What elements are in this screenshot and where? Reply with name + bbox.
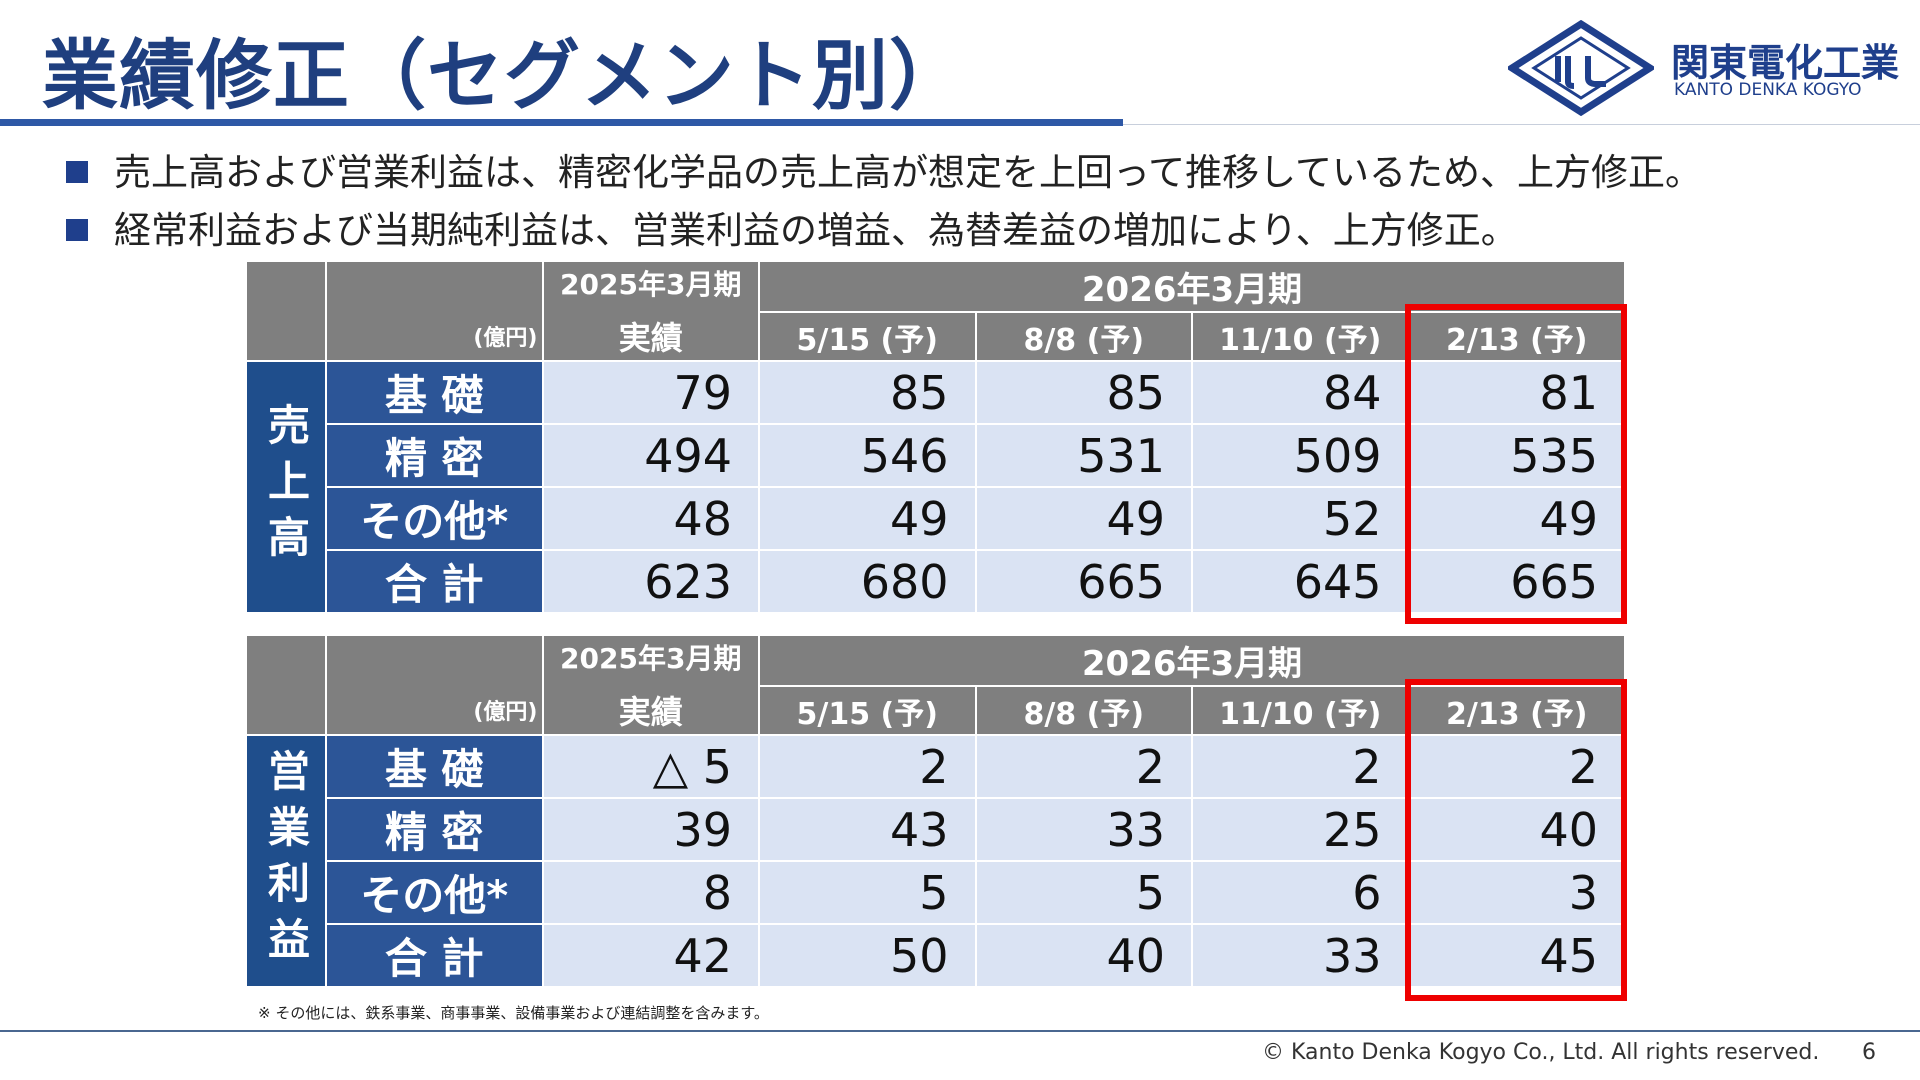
unit: (億円) [325,260,544,362]
actual-label: 実績 [618,693,683,731]
footer-line [0,1030,1920,1032]
highlight-box [1405,679,1627,1001]
header-row: (億円) 2025年3月期 実績 2026年3月期 [245,260,1627,362]
value-cell: 48 [541,486,760,551]
value-cell: 50 [758,923,977,988]
logo-mark [1508,20,1654,116]
header-row: 5/15 (予) 8/8 (予) 11/10 (予) 2/13 (予) [246,685,1627,736]
header-bar [0,119,1123,126]
bullet: 経常利益および当期純利益は、営業利益の増益、為替差益の増加により、上方修正。 [66,200,1518,254]
value-cell: 623 [541,549,760,614]
value-cell: 42 [541,923,760,988]
value-cell: 546 [758,423,977,488]
value-cell: 33 [1191,923,1410,988]
value-cell: 25 [1191,797,1410,862]
forecast-date: 8/8 (予) [974,311,1193,362]
forecast-period: 2026年3月期 [757,634,1627,687]
value-cell: 49 [974,486,1193,551]
row-label: 合 計 [325,549,544,614]
actual-period: 2025年3月期 [560,268,742,301]
header-cell [245,634,327,736]
value-cell: 645 [1191,549,1410,614]
value-cell: 5 [758,860,977,925]
bullet: 売上高および営業利益は、精密化学品の売上高が想定を上回って推移しているため、上方… [66,142,1702,196]
data-row: 合 計 623 680 665 645 665 [246,549,1627,614]
value-cell: 85 [758,360,977,425]
actual-label: 実績 [618,319,683,357]
value-cell: 2 [1191,734,1410,799]
title: 業績修正（セグメント別） [42,31,966,120]
value-cell: 40 [1407,797,1627,862]
value-cell: 85 [974,360,1193,425]
data-row: その他* 48 49 49 52 49 [246,486,1627,551]
row-label: 基 礎 [325,360,544,425]
value-cell: 3 [1407,860,1627,925]
value-cell: 45 [1407,923,1627,988]
row-label: 精 密 [325,797,544,862]
highlight-box [1405,304,1627,624]
forecast-date: 5/15 (予) [758,311,977,362]
data-row: 精 密 39 43 33 25 40 [246,797,1627,862]
forecast-date: 8/8 (予) [974,685,1193,736]
value-cell: 52 [1191,486,1410,551]
value-cell: 535 [1407,423,1627,488]
value-cell: 81 [1407,360,1627,425]
value-cell: 509 [1191,423,1410,488]
unit: (億円) [325,634,544,736]
value-cell: 680 [758,549,977,614]
value-cell: 2 [974,734,1193,799]
side-label: 営業利益 [245,734,327,988]
value-cell: 531 [974,423,1193,488]
row-label: その他* [325,486,544,551]
value-cell: 40 [974,923,1193,988]
logo-sub: KANTO DENKA KOGYO [1674,80,1862,100]
side-label: 売上高 [245,360,327,614]
value-cell: 494 [541,423,760,488]
value-cell: 8 [541,860,760,925]
value-cell: 43 [758,797,977,862]
page-number: 6 [1862,1040,1876,1065]
data-row: その他* 8 5 5 6 3 [246,860,1627,925]
header-cell [245,260,327,362]
forecast-date: 5/15 (予) [758,685,977,736]
footnote: ※ その他には、鉄系事業、商事事業、設備事業および連結調整を含みます。 [258,1004,769,1022]
row-label: 合 計 [325,923,544,988]
forecast-date: 2/13 (予) [1407,685,1627,736]
row-label: 基 礎 [325,734,544,799]
value-cell: 84 [1191,360,1410,425]
value-cell: 49 [758,486,977,551]
data-row: 売上高基 礎 79 85 85 84 81 [245,360,1627,614]
data-row: 精 密 494 546 531 509 535 [246,423,1627,488]
value-cell: 6 [1191,860,1410,925]
value-cell: △ 5 [541,734,760,799]
row-label: 精 密 [325,423,544,488]
value-cell: 2 [758,734,977,799]
header-cell: 2025年3月期実績 [541,634,760,736]
value-cell: 2 [1407,734,1627,799]
forecast-date: 2/13 (予) [1407,311,1627,362]
header-row: 5/15 (予) 8/8 (予) 11/10 (予) 2/13 (予) [246,311,1627,362]
data-table: (億円) 2025年3月期 実績 2026年3月期 5/15 (予) 8/8 (予) 11/… [245,634,1627,988]
value-cell: 33 [974,797,1193,862]
value-cell: 665 [974,549,1193,614]
header-cell: 2025年3月期実績 [541,260,760,362]
data-table: (億円) 2025年3月期 実績 2026年3月期 5/15 (予) 8/8 (予) 11/… [245,260,1627,614]
forecast-date: 11/10 (予) [1191,685,1410,736]
copyright: © Kanto Denka Kogyo Co., Ltd. All rights… [1262,1040,1820,1065]
value-cell: 39 [541,797,760,862]
header-row: (億円) 2025年3月期 実績 2026年3月期 [245,634,1627,736]
value-cell: 5 [974,860,1193,925]
forecast-date: 11/10 (予) [1191,311,1410,362]
actual-period: 2025年3月期 [560,642,742,675]
value-cell: 79 [541,360,760,425]
row-label: その他* [325,860,544,925]
header-line [1123,124,1920,125]
logo-name: 関東電化工業 [1671,41,1900,85]
data-row: 合 計 42 50 40 33 45 [246,923,1627,988]
